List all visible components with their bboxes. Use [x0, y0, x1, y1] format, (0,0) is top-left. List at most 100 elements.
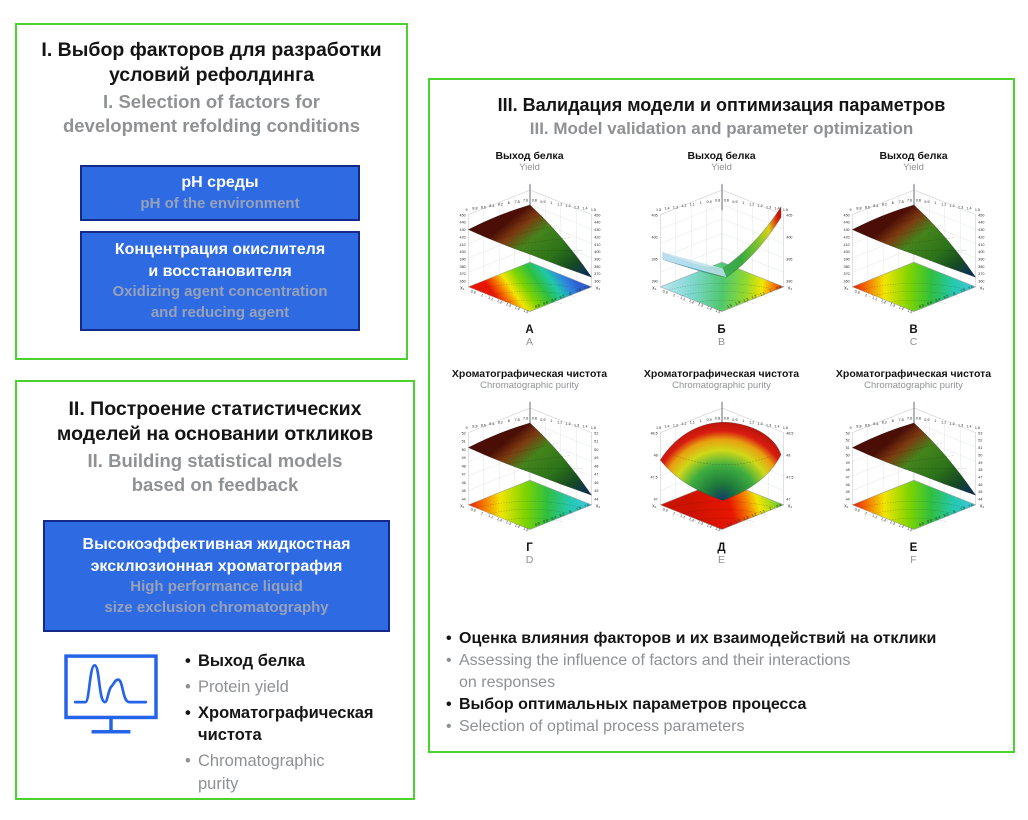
- svg-text:8.2: 8.2: [497, 202, 502, 206]
- svg-text:1.2: 1.2: [681, 204, 686, 208]
- svg-text:7.6: 7.6: [907, 198, 912, 202]
- svg-text:405: 405: [786, 213, 792, 217]
- svg-text:52: 52: [845, 438, 849, 442]
- plot-c-canvas: 9 8.8 8.6 8.4 8.2 8 7.8 7.6 0.8 0.9 1 1.1 1.2 1.3 1.4 1…: [843, 183, 984, 314]
- svg-text:8: 8: [568, 291, 572, 295]
- svg-text:1.4: 1.4: [514, 305, 520, 311]
- svg-text:1.1: 1.1: [941, 202, 946, 206]
- plot-e-title-ru: Хроматографическая чистота: [643, 367, 800, 380]
- svg-text:47: 47: [845, 475, 849, 479]
- svg-text:1.1: 1.1: [487, 513, 493, 519]
- svg-text:0.9: 0.9: [775, 503, 781, 509]
- method-box-hplc-en: High performance liquid size exclusion c…: [104, 578, 329, 616]
- svg-text:420: 420: [978, 235, 984, 239]
- svg-text:52: 52: [461, 431, 465, 435]
- svg-text:0.9: 0.9: [540, 200, 545, 204]
- svg-text:1.1: 1.1: [749, 420, 754, 424]
- svg-text:8: 8: [952, 509, 956, 513]
- svg-text:8: 8: [568, 509, 572, 513]
- svg-text:8.2: 8.2: [559, 294, 565, 300]
- svg-text:44: 44: [461, 497, 465, 501]
- svg-text:8.8: 8.8: [534, 521, 540, 527]
- surface-plot-a: Выход белка Yield 9 8.8 8.6 8.4 8.2 8 7.8 7.6 0.…: [435, 150, 624, 348]
- svg-text:1.3: 1.3: [765, 205, 770, 209]
- bullet-factor-influence-ru: Оценка влияния факторов и их взаимодейст…: [446, 628, 1002, 650]
- svg-text:45: 45: [461, 489, 465, 493]
- plot-a-canvas: 9 8.8 8.6 8.4 8.2 8 7.8 7.6 0.8 0.9 1 1.1 1.2 1.3 1.4 1…: [459, 183, 600, 314]
- svg-text:1.3: 1.3: [957, 423, 962, 427]
- svg-text:370: 370: [459, 272, 465, 276]
- svg-text:430: 430: [843, 228, 849, 232]
- svg-text:8.6: 8.6: [864, 205, 869, 209]
- svg-text:8.8: 8.8: [918, 303, 924, 309]
- surface-plot-d: Хроматографическая чистота Chromatograph…: [435, 368, 624, 566]
- bullet-optimal-params-en: Selection of optimal process parameters: [446, 716, 1002, 738]
- svg-text:440: 440: [594, 221, 600, 225]
- plot-f-title-ru: Хроматографическая чистота: [835, 367, 992, 380]
- svg-text:7.6: 7.6: [967, 503, 973, 509]
- svg-text:X₁: X₁: [459, 285, 464, 290]
- svg-text:47: 47: [461, 472, 465, 476]
- svg-text:0.9: 0.9: [661, 289, 667, 295]
- svg-text:8.4: 8.4: [550, 515, 556, 521]
- factor-box-ph-en: pH of the environment: [140, 194, 300, 212]
- plot-f-label-en: F: [910, 553, 917, 566]
- svg-text:1.2: 1.2: [757, 422, 762, 426]
- svg-text:8.4: 8.4: [873, 204, 878, 208]
- svg-text:8.6: 8.6: [864, 423, 869, 427]
- svg-text:1: 1: [768, 288, 772, 292]
- svg-text:8.6: 8.6: [480, 205, 485, 209]
- svg-text:8.2: 8.2: [497, 420, 502, 424]
- svg-text:8: 8: [891, 201, 893, 205]
- svg-text:1.4: 1.4: [582, 207, 587, 211]
- svg-text:47.5: 47.5: [650, 475, 657, 479]
- svg-text:1: 1: [934, 201, 936, 205]
- panel2-title-ru: II. Построение статистических моделей на…: [56, 398, 374, 445]
- svg-text:1.4: 1.4: [966, 207, 971, 211]
- svg-text:1.5: 1.5: [656, 426, 661, 430]
- svg-text:1.2: 1.2: [496, 517, 502, 523]
- svg-text:430: 430: [978, 228, 984, 232]
- bullet-chrom-purity-en: Chromatographic purity: [185, 750, 395, 796]
- svg-text:52: 52: [594, 431, 598, 435]
- svg-text:8: 8: [891, 419, 893, 423]
- svg-text:X₁: X₁: [843, 285, 848, 290]
- bullet-protein-yield-en: Protein yield: [185, 676, 395, 699]
- svg-text:400: 400: [786, 235, 792, 239]
- svg-text:1.2: 1.2: [949, 422, 954, 426]
- svg-text:410: 410: [594, 243, 600, 247]
- svg-text:0.9: 0.9: [924, 418, 929, 422]
- svg-text:1.3: 1.3: [505, 302, 511, 308]
- plot-c-title-en: Yield: [903, 162, 924, 174]
- svg-text:1.1: 1.1: [941, 420, 946, 424]
- svg-text:X₂: X₂: [595, 503, 600, 508]
- svg-text:X₂: X₂: [787, 285, 792, 290]
- svg-text:7.8: 7.8: [898, 418, 903, 422]
- svg-text:47.5: 47.5: [786, 475, 793, 479]
- svg-text:1.5: 1.5: [714, 308, 720, 314]
- svg-text:9: 9: [849, 208, 851, 212]
- svg-text:8.2: 8.2: [559, 512, 565, 518]
- svg-text:0.9: 0.9: [469, 507, 475, 513]
- svg-text:1.3: 1.3: [889, 302, 895, 308]
- plot-a-label-ru: А: [525, 323, 534, 336]
- svg-text:450: 450: [978, 213, 984, 217]
- panel2-title-en: II. Building statistical models based on…: [87, 449, 343, 495]
- svg-text:47: 47: [594, 472, 598, 476]
- svg-text:1.2: 1.2: [688, 517, 694, 523]
- svg-text:1.4: 1.4: [582, 424, 587, 428]
- surface-plot-b: Выход белка Yield 1.5 1.4 1.3 1.2 1.1 1 0.9 0.8…: [627, 150, 816, 348]
- plot-a-title-ru: Выход белка: [495, 149, 564, 162]
- svg-text:400: 400: [978, 250, 984, 254]
- svg-text:48: 48: [653, 453, 657, 457]
- panel-statistical-models: II. Построение статистических моделей на…: [15, 380, 415, 800]
- svg-text:400: 400: [843, 250, 849, 254]
- svg-text:8.4: 8.4: [934, 297, 940, 303]
- svg-text:1.4: 1.4: [774, 207, 779, 211]
- svg-text:1.5: 1.5: [782, 426, 787, 430]
- svg-text:7.6: 7.6: [583, 503, 589, 509]
- svg-text:1.5: 1.5: [590, 426, 595, 430]
- svg-text:51: 51: [461, 439, 465, 443]
- svg-text:50: 50: [461, 448, 465, 452]
- factor-box-redox: Концентрация окислителя и восстановителя…: [80, 231, 360, 331]
